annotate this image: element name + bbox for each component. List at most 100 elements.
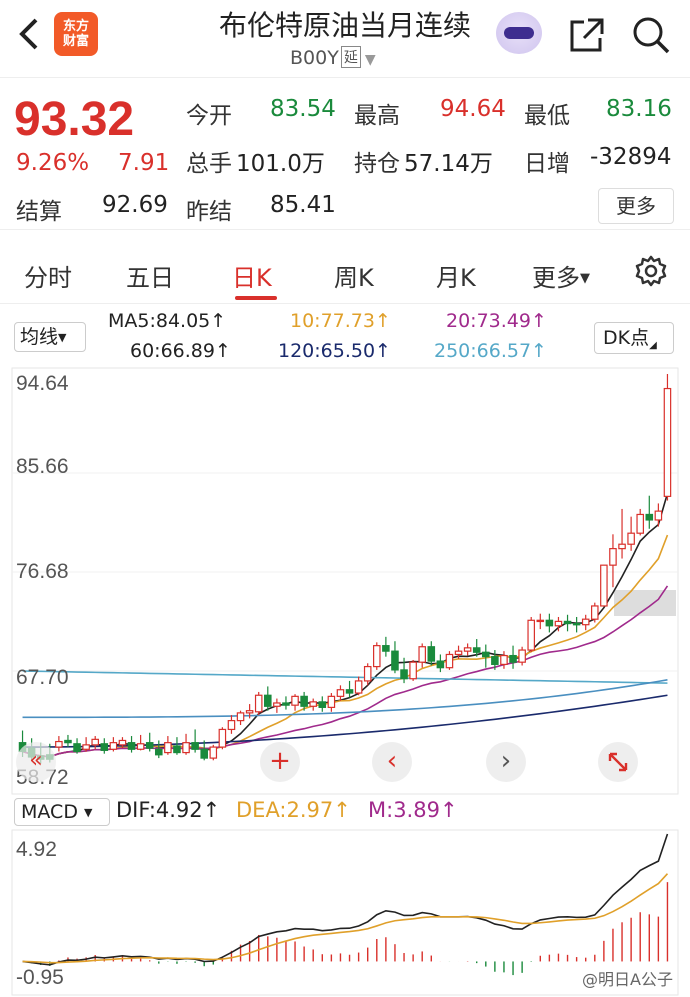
indicator-select-label: MACD [21,801,78,823]
candle [509,654,517,663]
low-value: 83.16 [606,96,672,122]
candle [173,745,181,754]
candle [436,660,445,669]
ma250-value: 250:66.57↑ [434,340,547,362]
candle [264,694,272,707]
search-icon[interactable] [630,14,672,56]
ma60-line [22,679,668,719]
position-label: 持仓 [354,151,400,177]
dif-line [22,833,669,966]
candle [291,695,299,706]
candle [545,619,554,627]
prev-button[interactable]: ‹ [372,742,412,782]
candle [554,620,563,627]
share-icon[interactable] [566,16,606,56]
candle [118,739,127,746]
candle [200,748,208,759]
tab-weekly-k[interactable]: 周K [334,264,374,292]
period-tabs [0,242,690,304]
y-axis-label: 76.68 [16,560,69,583]
dk-point-button[interactable]: DK点◢ [594,322,674,354]
high-label: 最高 [354,103,400,129]
low-label: 最低 [524,103,570,129]
position-value: 57.14万 [404,151,493,177]
candle [427,646,436,662]
candle [182,742,190,754]
candle [463,647,472,652]
dea-line [22,873,669,964]
collapse-left-icon[interactable]: « [16,742,56,782]
candle [155,748,163,756]
caret-down-icon: ▼ [84,806,93,819]
macd-chart[interactable] [0,828,690,997]
change-percent: 9.26% [16,150,90,176]
candle [373,645,381,668]
caret-down-icon: ▼ [58,331,67,344]
macd-dea: DEA:2.97↑ [236,798,351,822]
ma5-value: MA5:84.05↑ [108,310,227,332]
corner-arrow-icon: ◢ [649,340,657,351]
tab-intraday[interactable]: 分时 [24,264,72,292]
indicator-select[interactable]: MACD ▼ [14,798,110,826]
candle [64,739,72,744]
ma10-line [22,534,669,758]
gear-icon[interactable] [634,254,668,288]
tab-more[interactable]: 更多▼ [532,258,590,293]
macd-dif: DIF:4.92↑ [116,798,221,822]
candle [527,619,535,651]
tab-more-label: 更多 [532,264,580,292]
ma-select-label: 均线 [20,326,59,348]
prev-settle-label: 昨结 [186,199,232,225]
candle [309,701,317,707]
y-axis-label: 67.70 [16,666,69,689]
candle [82,744,90,750]
candle [600,564,608,607]
candle [327,695,336,708]
app-logo: 东方 财富 [54,12,98,56]
candle [354,680,363,694]
candle [363,665,372,682]
candle [627,532,635,545]
add-button[interactable]: + [260,742,300,782]
volume-label: 总手 [186,151,232,177]
candle [500,654,508,665]
high-value: 94.64 [440,96,506,122]
ma60-value: 60:66.89↑ [130,340,231,362]
chevron-left-icon[interactable] [14,14,46,54]
candle [55,740,63,748]
candle [282,702,290,706]
candle [236,712,245,722]
candle [191,742,199,750]
next-button[interactable]: › [486,742,526,782]
candle [336,689,345,697]
candle [254,694,263,713]
candle [663,387,672,497]
candle [164,742,172,754]
tab-five-day[interactable]: 五日 [126,264,174,292]
contract-code[interactable]: B00Y 延 ▼ [290,46,376,69]
candle [563,620,572,625]
more-button[interactable]: 更多 [598,188,674,224]
assistant-robot-icon[interactable] [496,12,542,54]
settle-value: 92.69 [102,192,168,218]
candle [454,650,463,656]
candle [273,702,281,707]
change-value: 7.91 [118,150,170,176]
tab-monthly-k[interactable]: 月K [436,264,476,292]
page-title: 布伦特原油当月连续 [218,9,471,42]
tab-daily-k[interactable]: 日K [232,264,272,292]
candle [218,728,227,748]
dk-point-label: DK点 [603,327,650,349]
candle [645,513,654,521]
candle [91,738,99,746]
ma120-line [22,694,668,748]
candle [591,605,599,620]
candle [400,669,408,680]
ma-select[interactable]: 均线▼ [14,322,86,352]
expand-icon[interactable] [598,742,638,782]
kline-chart[interactable] [0,366,690,796]
candle [245,710,254,714]
candle [382,645,390,652]
volume-value: 101.0万 [236,151,325,177]
open-label: 今开 [186,103,232,129]
